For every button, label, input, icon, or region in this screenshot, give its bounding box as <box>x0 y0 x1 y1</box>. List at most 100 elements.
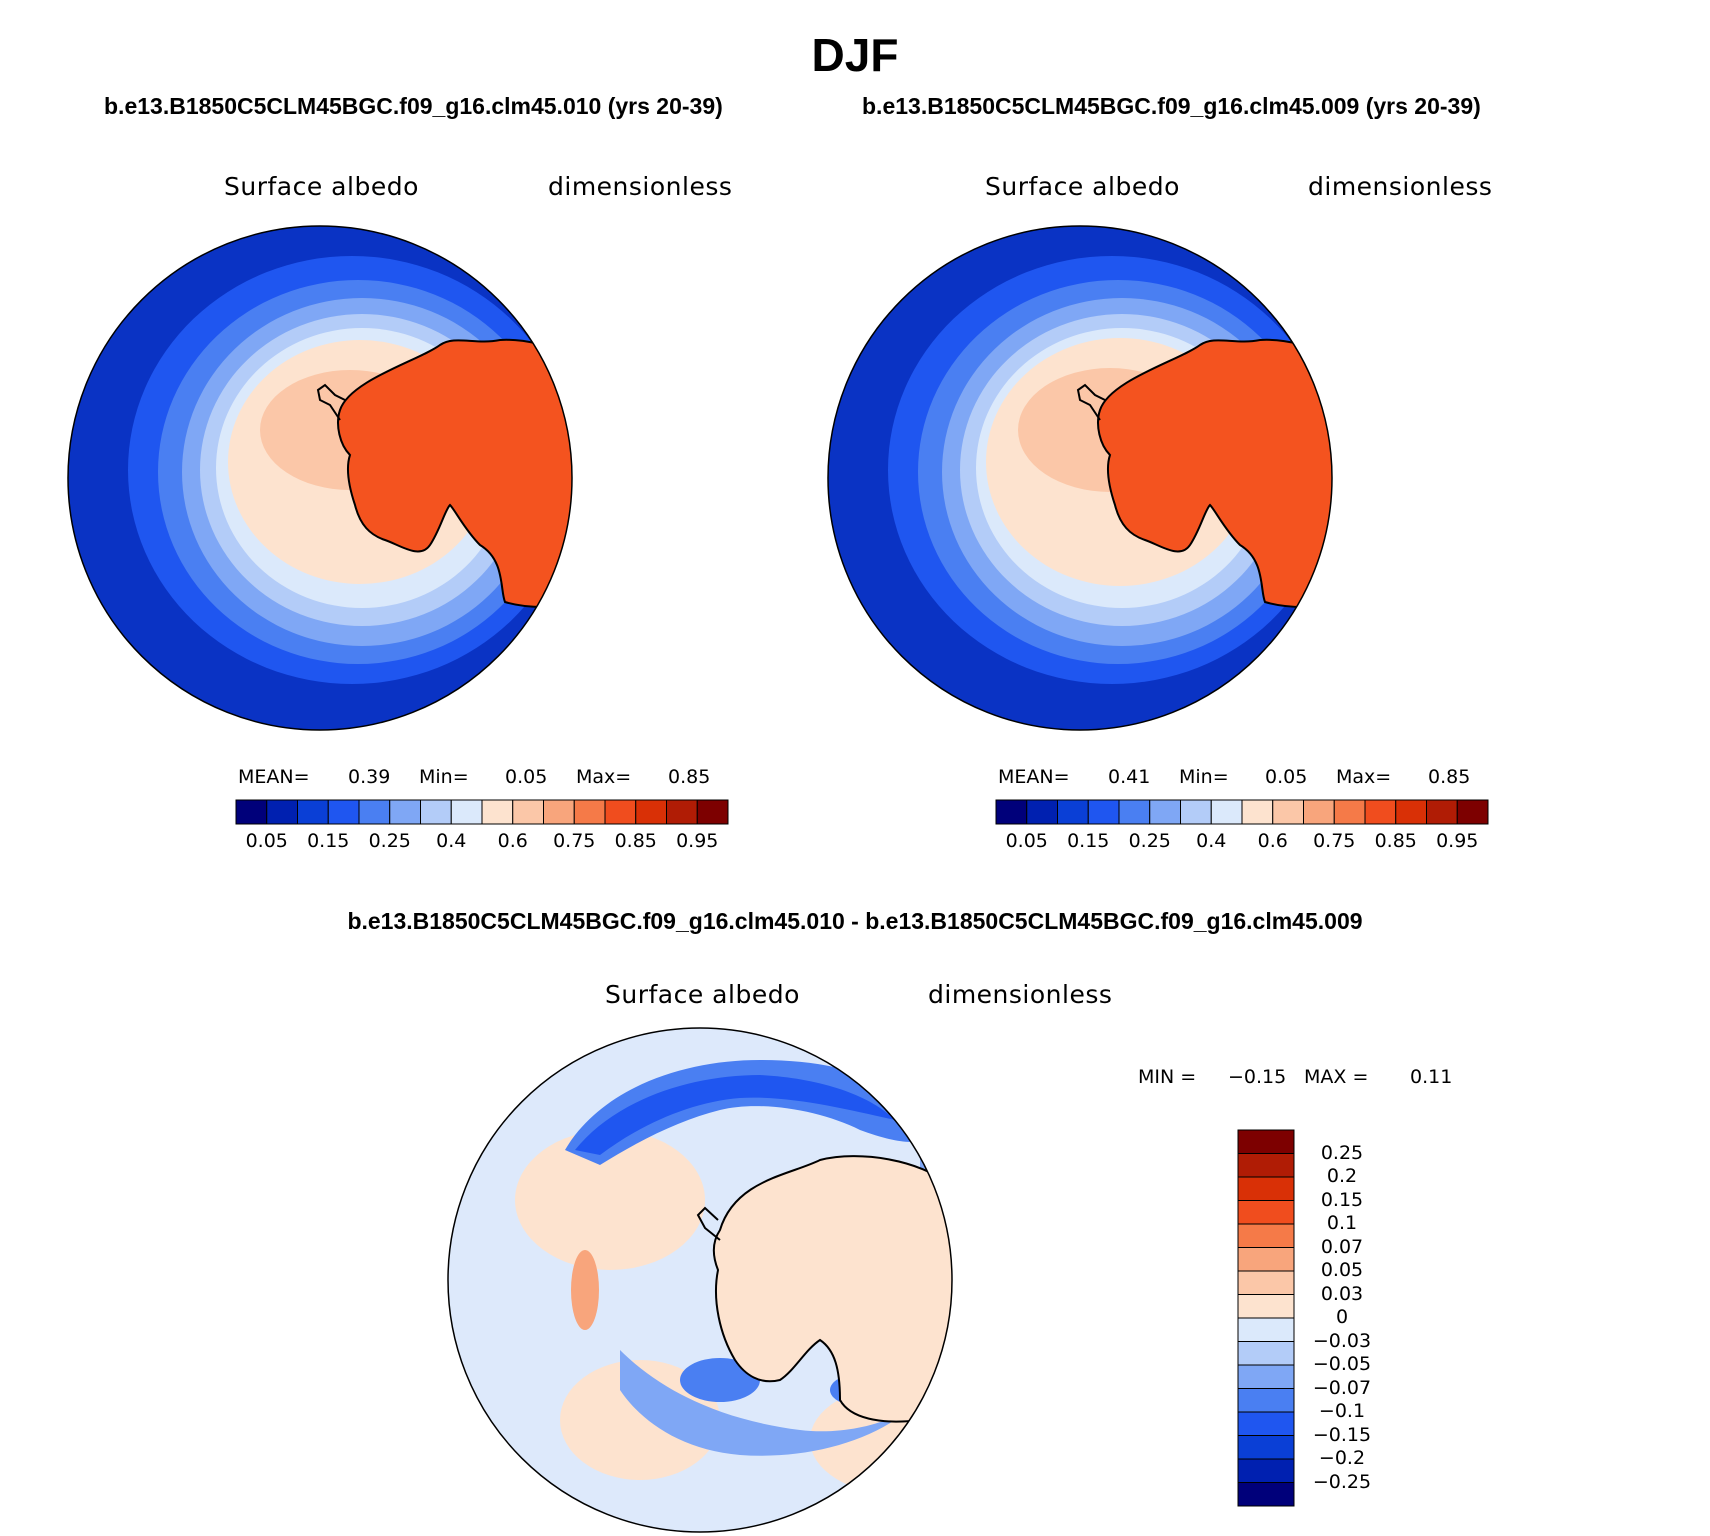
diff-negative-arc-north <box>565 1060 926 1165</box>
diff-colorbar-box <box>1237 1388 1295 1413</box>
left-colorbar-box <box>573 799 606 825</box>
right-colorbar-tick-label: 0.4 <box>1196 830 1227 852</box>
diff-colorbar-tick-label: 0.15 <box>1320 1188 1364 1211</box>
diff-colorbar-tick-label: 0.05 <box>1320 1259 1364 1281</box>
left-colorbar-tick-label: 0.6 <box>497 830 528 852</box>
diff-colorbar-box <box>1237 1176 1295 1201</box>
left-colorbar-box <box>481 799 514 825</box>
difference-panel-title: b.e13.B1850C5CLM45BGC.f09_g16.clm45.010 … <box>347 908 1363 934</box>
diff-polar-map <box>448 1028 952 1532</box>
diff-colorbar-tick-label: 0.2 <box>1326 1165 1358 1187</box>
right-mean-label: MEAN= <box>998 766 1070 788</box>
diff-colorbar-box <box>1237 1200 1295 1225</box>
left-map-border <box>67 225 573 731</box>
diff-colorbar-box <box>1237 1270 1295 1295</box>
diff-positive-patch-1 <box>515 1130 705 1270</box>
left-colorbar-box <box>389 799 421 825</box>
diff-colorbar-box <box>1237 1364 1295 1389</box>
left-panel-subtitle: b.e13.B1850C5CLM45BGC.f09_g16.clm45.010 … <box>104 93 723 119</box>
diff-colorbar-tick-label: −0.25 <box>1312 1470 1372 1493</box>
diff-colorbar-tick-label: −0.05 <box>1312 1353 1372 1375</box>
left-colorbar-box <box>450 799 483 825</box>
diff-positive-streak <box>571 1250 599 1330</box>
diff-colorbar-tick-label: 0.07 <box>1320 1235 1364 1258</box>
diff-colorbar-box <box>1237 1482 1295 1507</box>
left-colorbar-box <box>666 799 698 825</box>
left-colorbar-box <box>420 799 452 825</box>
diff-colorbar-box <box>1237 1247 1295 1272</box>
right-mean-value: 0.41 <box>1108 766 1151 788</box>
right-colorbar-tick-label: 0.95 <box>1436 830 1479 852</box>
diff-colorbar-tick-label: −0.2 <box>1318 1447 1366 1469</box>
diff-colorbar-tick-label: 0.25 <box>1320 1141 1364 1164</box>
diff-colorbar-box <box>1237 1223 1295 1248</box>
diff-colorbar-box <box>1237 1411 1295 1436</box>
left-colorbar-tick-label: 0.4 <box>436 830 467 852</box>
left-colorbar-box <box>235 799 268 825</box>
right-colorbar-box <box>1180 799 1212 825</box>
right-map-border <box>827 225 1333 731</box>
diff-colorbar-box <box>1237 1317 1295 1342</box>
left-colorbar-box <box>543 799 575 825</box>
left-colorbar-tick-label: 0.95 <box>676 830 719 852</box>
left-colorbar-box <box>696 799 729 825</box>
left-colorbar-box <box>635 799 667 825</box>
right-colorbar-box <box>1149 799 1181 825</box>
right-antarctica-ice-sheet <box>1097 338 1332 608</box>
right-max-value: 0.85 <box>1428 766 1471 788</box>
right-colorbar-box <box>1333 799 1366 825</box>
right-colorbar-box <box>1118 799 1151 825</box>
left-mean-value: 0.39 <box>348 766 391 788</box>
left-mean-label: MEAN= <box>238 766 310 788</box>
left-colorbar-box <box>266 799 298 825</box>
right-colorbar-box <box>1087 799 1120 825</box>
right-colorbar-box <box>1210 799 1243 825</box>
right-colorbar-box <box>1426 799 1458 825</box>
diff-colorbar-box <box>1237 1341 1295 1366</box>
right-colorbar-box <box>995 799 1028 825</box>
left-colorbar-tick-label: 0.15 <box>307 830 350 852</box>
left-colorbar-tick-label: 0.75 <box>553 830 596 852</box>
right-colorbar-tick-label: 0.05 <box>1005 830 1048 852</box>
diff-colorbar-tick-label: −0.1 <box>1318 1400 1366 1422</box>
right-max-label: Max= <box>1336 766 1392 788</box>
right-variable-label: Surface albedo <box>985 172 1180 201</box>
diff-colorbar-tick-label: 0.1 <box>1326 1212 1358 1234</box>
left-units-label: dimensionless <box>548 172 733 201</box>
right-colorbar-box <box>1241 799 1274 825</box>
right-colorbar-tick-label: 0.6 <box>1257 830 1288 852</box>
left-colorbar-box <box>358 799 391 825</box>
left-colorbar-box <box>604 799 637 825</box>
left-min-label: Min= <box>419 766 469 788</box>
right-colorbar-box <box>1395 799 1427 825</box>
left-colorbar-box <box>297 799 329 825</box>
diff-colorbar-box <box>1237 1458 1295 1483</box>
diff-colorbar-tick-label: 0.03 <box>1320 1282 1364 1305</box>
diff-negative-arc-south <box>620 1350 920 1456</box>
diff-colorbar-box <box>1237 1153 1295 1178</box>
left-colorbar <box>235 799 729 825</box>
right-units-label: dimensionless <box>1308 172 1493 201</box>
diff-colorbar-tick-label: −0.15 <box>1312 1423 1372 1446</box>
right-panel-subtitle: b.e13.B1850C5CLM45BGC.f09_g16.clm45.009 … <box>862 93 1481 119</box>
right-polar-map <box>828 226 1332 730</box>
diff-min-label: MIN = <box>1138 1066 1197 1088</box>
diff-colorbar-tick-label: 0 <box>1335 1306 1349 1328</box>
diff-colorbar-box <box>1237 1435 1295 1460</box>
right-peninsula-coast <box>1076 383 1106 421</box>
diff-colorbar <box>1237 1129 1295 1507</box>
right-min-value: 0.05 <box>1265 766 1308 788</box>
diff-peninsula-coast <box>696 1206 721 1241</box>
right-colorbar-box <box>1026 799 1058 825</box>
left-colorbar-tick-label: 0.85 <box>614 830 657 852</box>
right-colorbar-tick-label: 0.85 <box>1374 830 1417 852</box>
right-colorbar-box <box>1057 799 1089 825</box>
left-colorbar-tick-label: 0.05 <box>245 830 288 852</box>
diff-colorbar-tick-label: −0.03 <box>1312 1329 1372 1352</box>
right-colorbar-box <box>1364 799 1397 825</box>
right-colorbar-box <box>1272 799 1304 825</box>
left-variable-label: Surface albedo <box>224 172 419 201</box>
right-colorbar <box>995 799 1489 825</box>
left-min-value: 0.05 <box>505 766 548 788</box>
